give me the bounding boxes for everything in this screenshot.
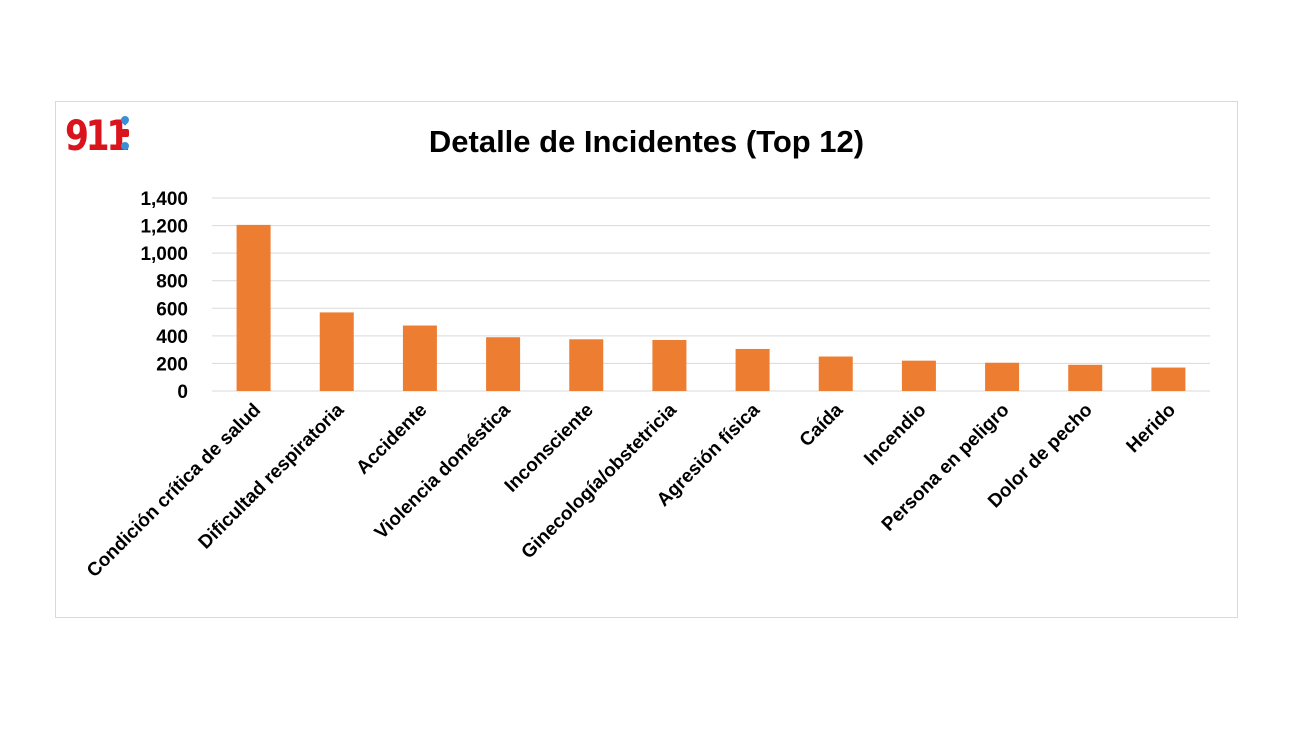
y-tick-label: 400	[156, 327, 188, 348]
bar	[236, 224, 271, 391]
bar	[1151, 367, 1186, 391]
bar	[818, 356, 853, 391]
bar	[402, 325, 437, 391]
chart-title: Detalle de Incidentes (Top 12)	[428, 124, 865, 159]
logo-icons	[119, 114, 131, 160]
bar	[735, 348, 770, 391]
y-tick-label: 0	[177, 382, 188, 403]
logo-text: 911	[65, 111, 130, 160]
bar	[486, 337, 521, 391]
bar	[652, 339, 687, 391]
bar	[569, 339, 604, 391]
y-tick-label: 600	[156, 299, 188, 320]
y-tick-label: 800	[156, 272, 188, 293]
bar	[985, 362, 1020, 391]
bar	[319, 312, 354, 391]
x-tick-label: Accidente	[352, 400, 431, 479]
x-tick-label: Herido	[1123, 400, 1180, 457]
snowflake-icon	[121, 142, 129, 150]
y-tick-label: 1,000	[140, 244, 188, 265]
bar	[901, 360, 936, 391]
y-tick-label: 200	[156, 354, 188, 375]
x-tick-label: Condición crítica de salud	[83, 400, 265, 582]
y-tick-label: 1,400	[140, 189, 188, 210]
ambulance-icon	[121, 129, 129, 137]
y-tick-label: 1,200	[140, 217, 188, 238]
bar	[1068, 364, 1103, 391]
x-tick-label: Violencia doméstica	[371, 399, 515, 543]
x-tick-label: Caída	[796, 399, 848, 451]
x-tick-label: Dificultad respiratoria	[195, 399, 349, 553]
logo-911: 911	[65, 112, 137, 162]
x-tick-label: Ginecología/obstetricia	[518, 399, 682, 563]
x-tick-label: Incendio	[860, 400, 930, 470]
